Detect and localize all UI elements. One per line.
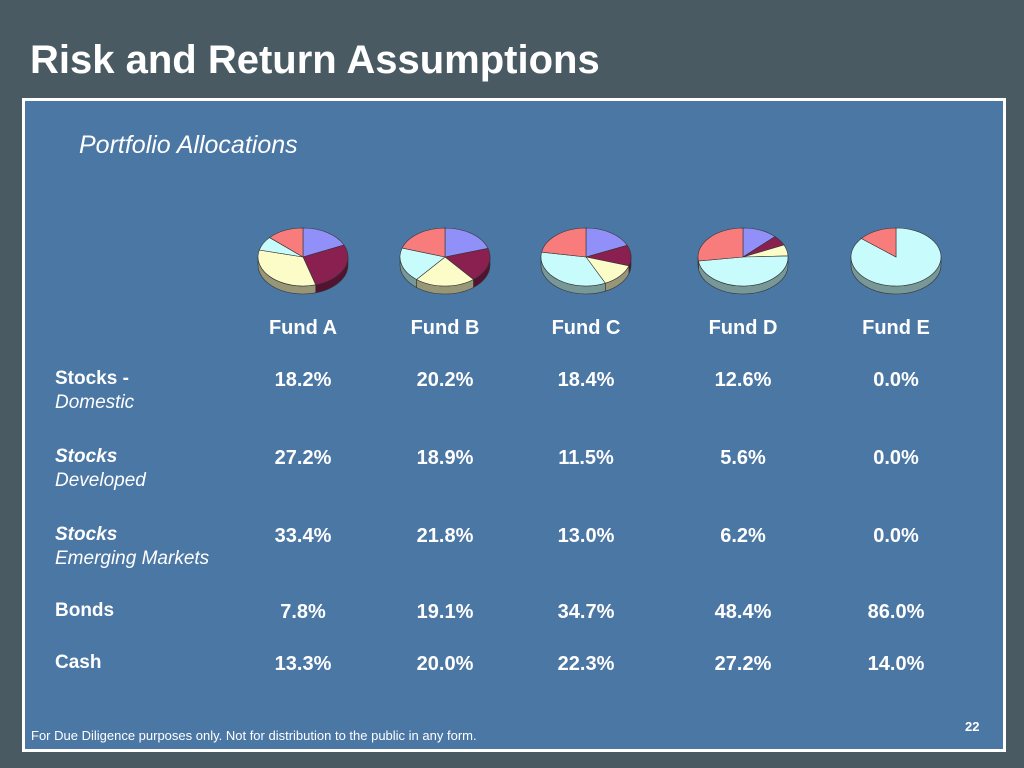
pie-slice — [257, 249, 317, 287]
pie-2 — [399, 227, 491, 295]
cell: 0.0% — [873, 447, 919, 469]
cell: 14.0% — [867, 653, 925, 675]
fund-header-d: Fund D — [708, 317, 778, 339]
cell: 18.9% — [416, 447, 474, 469]
cell: 6.2% — [720, 525, 766, 547]
pie-slice — [444, 248, 491, 280]
pie-charts — [257, 227, 942, 295]
pie-slice — [399, 247, 446, 280]
cell: 33.4% — [274, 525, 332, 547]
row-label-stocks-developed: Stocks Developed — [55, 445, 265, 493]
row-label-stocks-emerging: Stocks Emerging Markets — [55, 523, 265, 571]
pie-slice — [585, 227, 628, 258]
pie-slice — [302, 227, 345, 258]
pie-slice — [415, 256, 475, 287]
pie-4 — [697, 227, 789, 295]
row-label-line1: Stocks — [55, 524, 118, 545]
cell: 0.0% — [873, 525, 919, 547]
fund-header-b: Fund B — [410, 317, 480, 339]
cell: 11.5% — [558, 447, 614, 469]
cell: 13.3% — [274, 653, 332, 675]
cell: 34.7% — [557, 601, 615, 623]
cell: 13.0% — [557, 525, 615, 547]
pie-5 — [850, 227, 942, 295]
fund-header-e: Fund E — [862, 317, 930, 339]
cell: 18.4% — [557, 369, 615, 391]
row-label-line1: Bonds — [55, 600, 115, 621]
page-title: Risk and Return Assumptions — [30, 38, 600, 82]
page-number: 22 — [965, 719, 980, 734]
pie-slice — [697, 227, 744, 262]
row-label-line1: Stocks - — [55, 368, 129, 389]
fund-header-c: Fund C — [551, 317, 621, 339]
cell: 27.2% — [714, 653, 772, 675]
pie-slice — [401, 227, 446, 258]
cell: 20.2% — [416, 369, 474, 391]
cell: 21.8% — [416, 525, 474, 547]
row-label-line2: Developed — [55, 470, 146, 491]
cell: 27.2% — [274, 447, 332, 469]
pie-3 — [540, 227, 632, 295]
disclaimer-footer: For Due Diligence purposes only. Not for… — [31, 728, 477, 743]
pie-slice — [269, 227, 304, 258]
pie-slice — [540, 251, 606, 287]
cell: 22.3% — [557, 653, 615, 675]
row-label-stocks-domestic: Stocks - Domestic — [55, 367, 265, 415]
pie-slice — [541, 227, 587, 258]
cell: 20.0% — [416, 653, 474, 675]
row-label-line1: Stocks — [55, 446, 118, 467]
pie-slice — [860, 227, 897, 258]
content-panel: Portfolio Allocations Fund A Fund B Fund… — [22, 98, 1006, 752]
row-label-line1: Cash — [55, 652, 102, 673]
fund-header-a: Fund A — [268, 317, 338, 339]
row-label-bonds: Bonds — [55, 599, 265, 623]
pie-slice — [698, 255, 789, 287]
cell: 19.1% — [416, 601, 474, 623]
cell: 86.0% — [867, 601, 925, 623]
row-label-cash: Cash — [55, 651, 265, 675]
section-subtitle: Portfolio Allocations — [79, 131, 298, 159]
cell: 5.6% — [720, 447, 766, 469]
pie-slice — [444, 227, 489, 258]
row-label-line2: Emerging Markets — [55, 548, 210, 569]
cell: 48.4% — [714, 601, 772, 623]
cell: 12.6% — [714, 369, 772, 391]
cell: 0.0% — [873, 369, 919, 391]
row-label-line2: Domestic — [55, 392, 135, 413]
cell: 7.8% — [280, 601, 326, 623]
pie-1 — [257, 227, 349, 295]
cell: 18.2% — [274, 369, 332, 391]
pie-slice — [302, 244, 349, 286]
